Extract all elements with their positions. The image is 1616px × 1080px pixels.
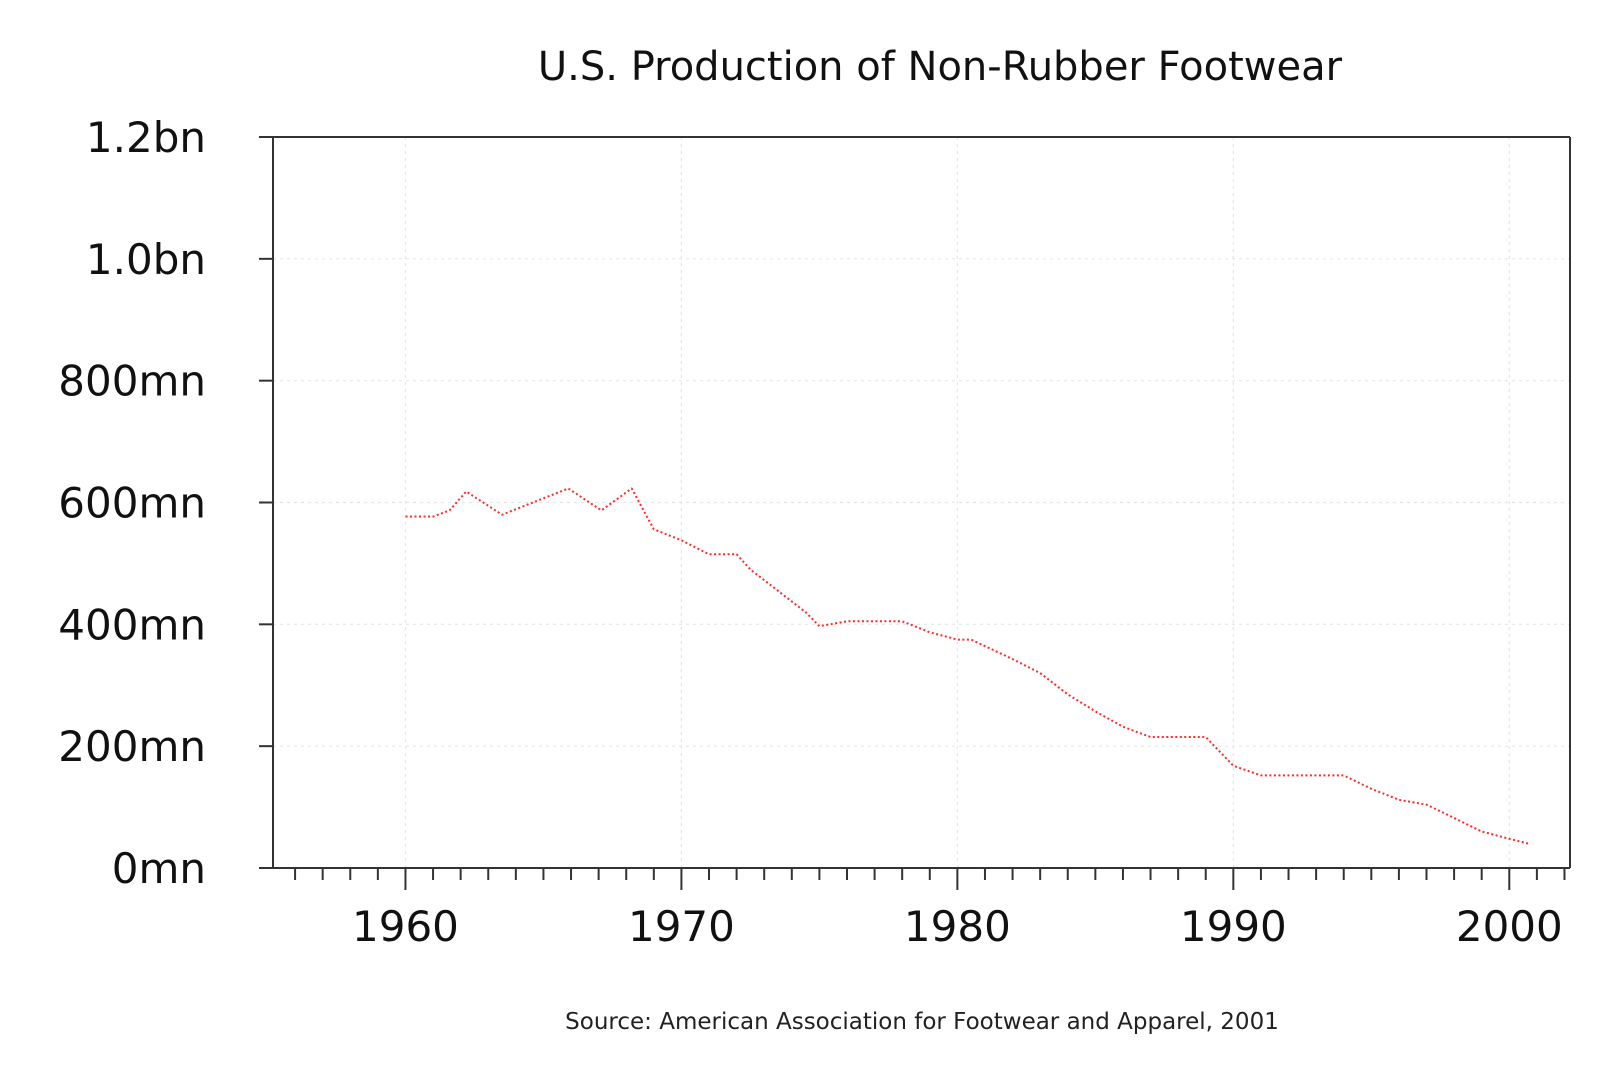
x-tick-label: 2000 bbox=[1456, 902, 1563, 951]
x-axis: 1960 1970 1980 1990 2000 bbox=[294, 868, 1566, 951]
x-tick-label: 1970 bbox=[628, 902, 735, 951]
x-tick-label: 1980 bbox=[904, 902, 1011, 951]
series-layer bbox=[405, 487, 1529, 845]
y-tick-label: 400mn bbox=[58, 600, 206, 649]
y-axis: 0mn 200mn 400mn 600mn 800mn 1.0bn 1.2bn bbox=[58, 113, 273, 893]
source-note: Source: American Association for Footwea… bbox=[565, 1009, 1279, 1035]
y-tick-label: 800mn bbox=[58, 357, 206, 406]
y-tick-label: 1.0bn bbox=[86, 235, 206, 284]
y-tick-label: 200mn bbox=[58, 722, 206, 771]
chart-title: U.S. Production of Non-Rubber Footwear bbox=[538, 44, 1343, 90]
y-tick-label: 1.2bn bbox=[86, 113, 206, 162]
x-tick-label: 1960 bbox=[352, 902, 459, 951]
x-tick-label: 1990 bbox=[1180, 902, 1287, 951]
y-tick-label: 0mn bbox=[112, 844, 206, 893]
gridlines bbox=[273, 137, 1570, 868]
series-line bbox=[405, 487, 1529, 845]
y-tick-label: 600mn bbox=[58, 479, 206, 528]
